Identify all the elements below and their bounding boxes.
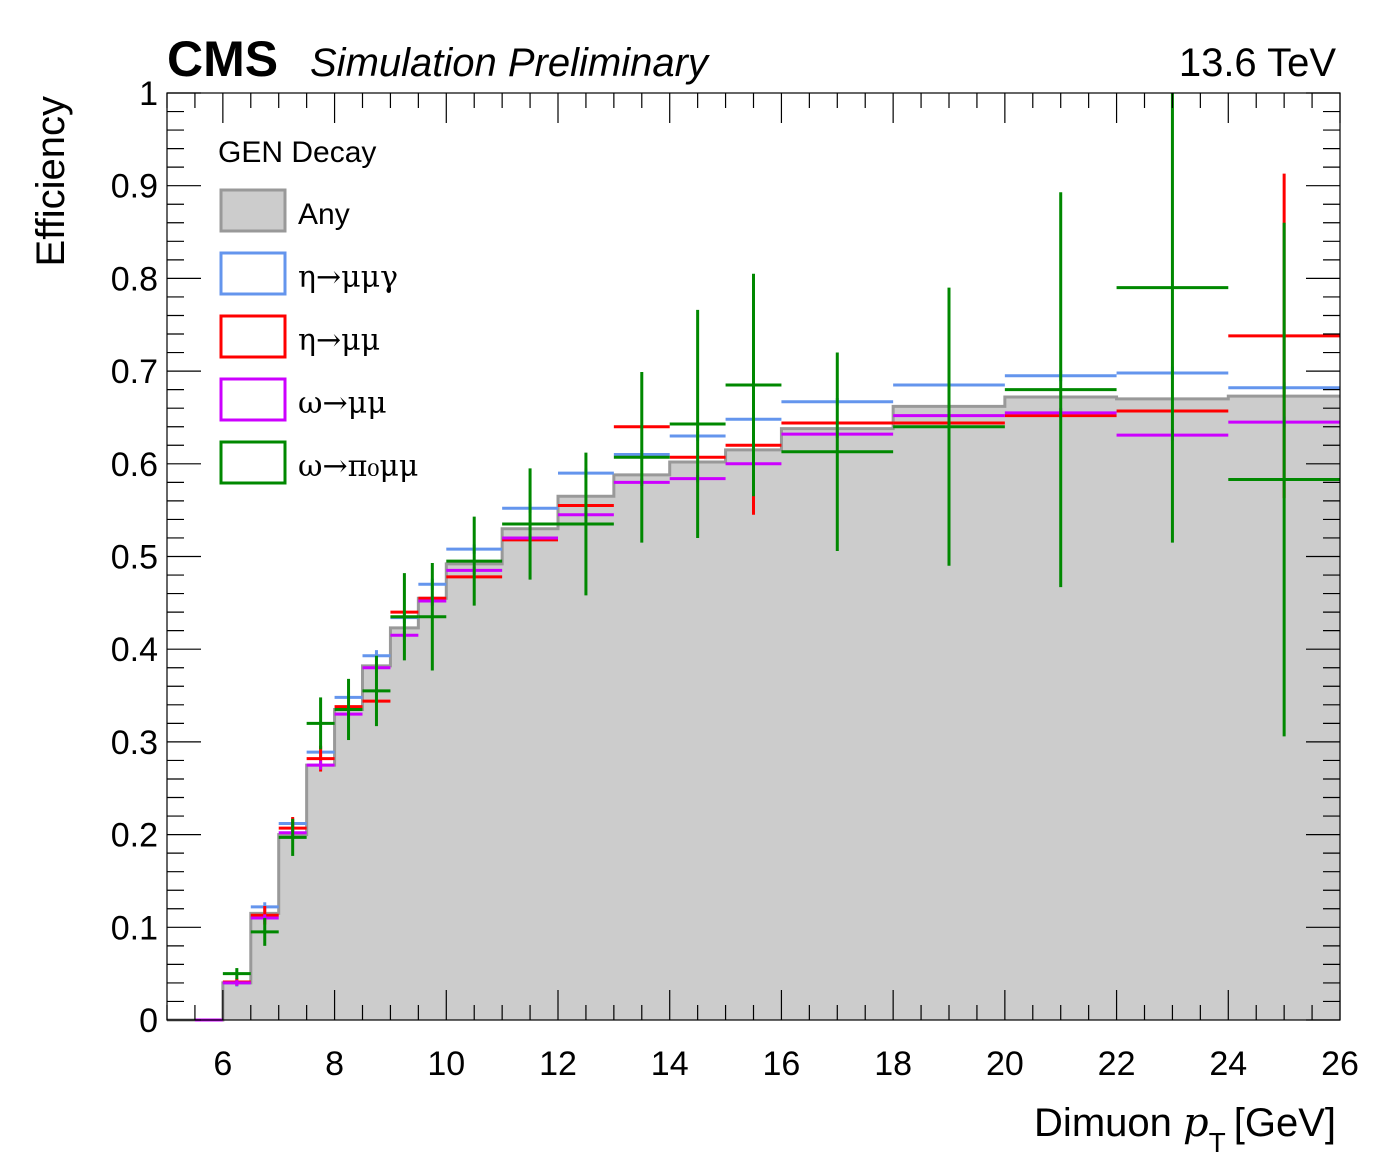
- x-tick-label: 12: [539, 1045, 577, 1083]
- energy-label: 13.6 TeV: [1179, 41, 1336, 85]
- x-tick-label: 6: [213, 1045, 232, 1083]
- legend-label: η→μμ: [298, 323, 380, 358]
- x-tick-label: 10: [427, 1045, 465, 1083]
- legend-label: ω→π₀μμ: [298, 449, 418, 484]
- legend: GEN Decay Any η→μμγ η→μμ ω→μμ ω→π₀μμ: [218, 136, 418, 485]
- y-tick-label: 0.8: [111, 260, 158, 298]
- x-axis-label-text: Dimuon: [1034, 1101, 1172, 1145]
- status-label: Simulation Preliminary: [310, 41, 711, 85]
- x-tick-label: 22: [1098, 1045, 1136, 1083]
- x-tick-label: 24: [1209, 1045, 1247, 1083]
- series-errorbars: [194, 93, 1340, 1022]
- y-tick-label: 0.9: [111, 168, 158, 206]
- legend-label: ω→μμ: [298, 386, 387, 421]
- x-axis-label: Dimuon pT [GeV]: [1034, 1100, 1336, 1158]
- y-tick-label: 0.4: [111, 631, 158, 669]
- y-tick-label: 1: [139, 75, 158, 113]
- legend-swatch: [219, 314, 287, 359]
- legend-swatch: [219, 377, 287, 422]
- y-axis-label: Efficiency: [29, 96, 73, 266]
- series-4: [222, 93, 1340, 980]
- any-histogram: [167, 394, 1340, 1022]
- legend-swatch: [219, 251, 287, 296]
- x-tick-label: 18: [874, 1045, 912, 1083]
- x-tick-label: 26: [1321, 1045, 1359, 1083]
- axis-tick-labels: 6 8 10 12 14 16 18 20 22 24 26 0 0.1 0.2 0.3 0.4 0.5 0.6 0…: [111, 75, 1359, 1083]
- y-tick-label: 0.7: [111, 353, 158, 391]
- x-tick-label: 16: [763, 1045, 801, 1083]
- legend-label: Any: [298, 198, 350, 231]
- any-histogram-fill: [167, 396, 1340, 1020]
- y-tick-label: 0.6: [111, 446, 158, 484]
- axis-ticks: [166, 92, 1341, 1021]
- legend-swatch: [219, 188, 287, 233]
- legend-swatch: [219, 440, 287, 485]
- x-tick-label: 8: [325, 1045, 344, 1083]
- legend-title: GEN Decay: [218, 136, 376, 169]
- x-axis-label-subscript: T: [1209, 1127, 1226, 1158]
- any-histogram-outline: [167, 394, 1340, 1022]
- y-tick-label: 0.2: [111, 817, 158, 855]
- legend-label: η→μμγ: [298, 260, 398, 295]
- x-tick-label: 14: [651, 1045, 689, 1083]
- x-axis-label-unit: [GeV]: [1234, 1101, 1336, 1145]
- y-tick-label: 0.5: [111, 539, 158, 577]
- y-tick-label: 0.3: [111, 724, 158, 762]
- x-axis-label-variable: p: [1183, 1100, 1209, 1146]
- y-tick-label: 0.1: [111, 909, 158, 947]
- y-tick-label: 0: [139, 1002, 158, 1040]
- x-tick-label: 20: [986, 1045, 1024, 1083]
- experiment-label: CMS: [167, 31, 278, 87]
